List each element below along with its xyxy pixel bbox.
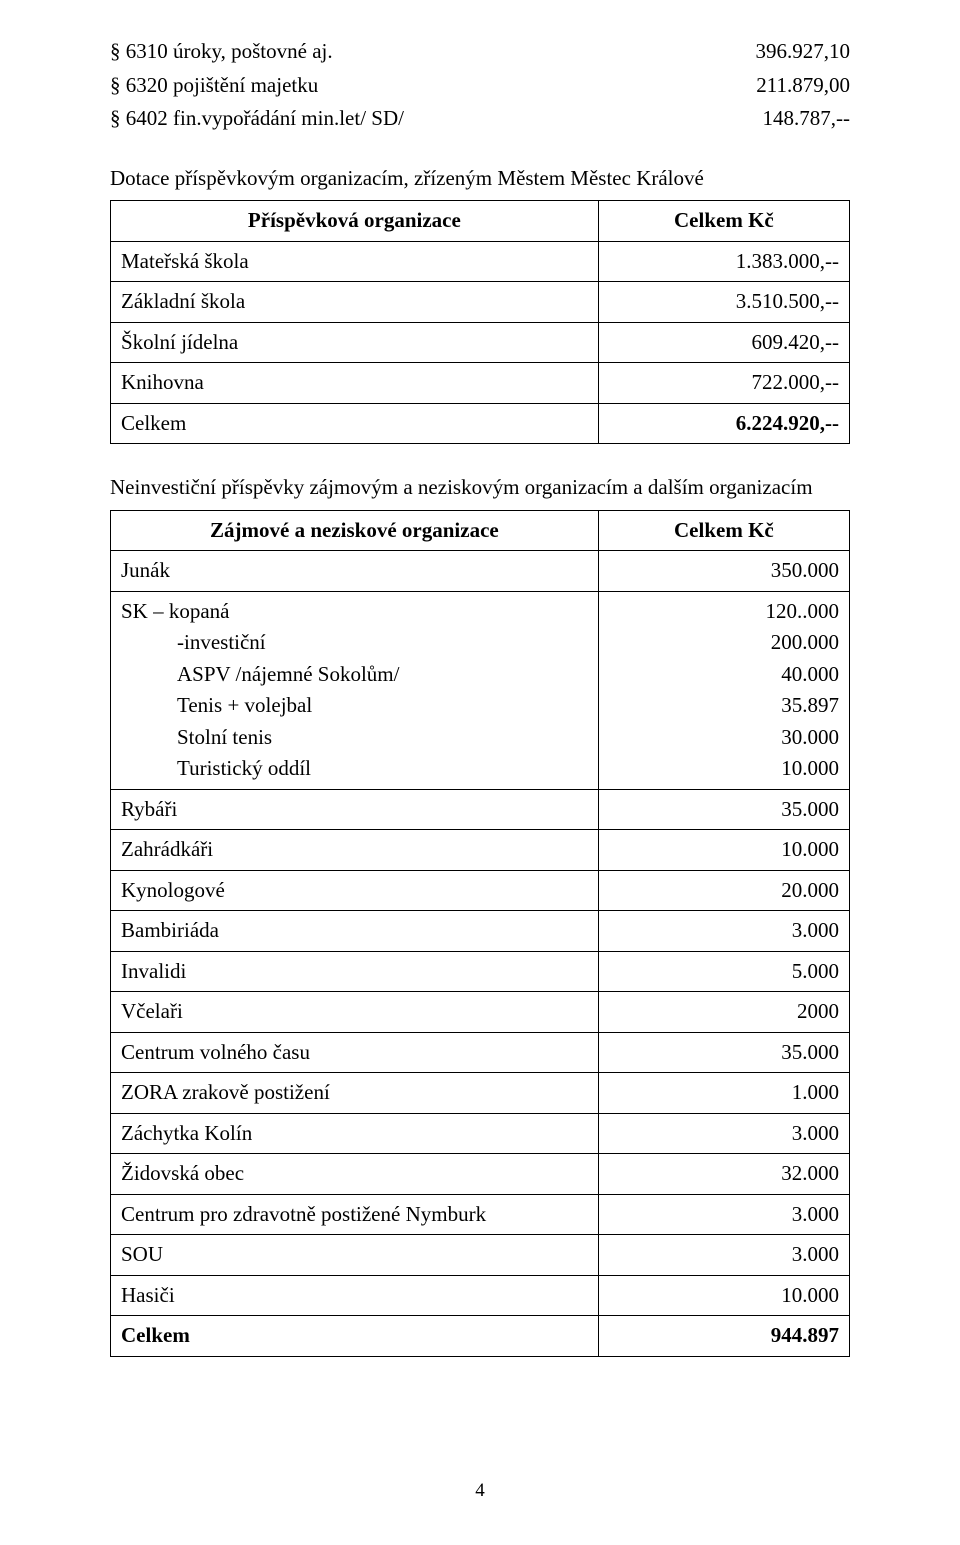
sub-label: -investiční: [177, 627, 588, 659]
cell-label: Včelaři: [111, 992, 599, 1033]
table-row: Kynologové 20.000: [111, 870, 850, 911]
table-row: SOU 3.000: [111, 1235, 850, 1276]
cell-label-multi: SK – kopaná -investiční ASPV /nájemné So…: [111, 591, 599, 789]
cell-value: 5.000: [598, 951, 849, 992]
cell-value: 609.420,--: [598, 322, 849, 363]
cell-value: 2000: [598, 992, 849, 1033]
cell-label: Židovská obec: [111, 1154, 599, 1195]
table-row: Knihovna 722.000,--: [111, 363, 850, 404]
ledger-row: § 6310 úroky, poštovné aj. 396.927,10: [110, 36, 850, 68]
multi-subitems: -investiční ASPV /nájemné Sokolům/ Tenis…: [121, 627, 588, 785]
ledger-value: 396.927,10: [690, 36, 850, 68]
table-row: Židovská obec 32.000: [111, 1154, 850, 1195]
col-header-total: Celkem Kč: [598, 201, 849, 242]
cell-value: 35.000: [598, 789, 849, 830]
cell-value: 10.000: [598, 1275, 849, 1316]
cell-label: Kynologové: [111, 870, 599, 911]
table-row: Zahrádkáři 10.000: [111, 830, 850, 871]
ledger-label: § 6310 úroky, poštovné aj.: [110, 36, 690, 68]
cell-value: 20.000: [598, 870, 849, 911]
ledger-value: 148.787,--: [690, 103, 850, 135]
table-row-total: Celkem 6.224.920,--: [111, 403, 850, 444]
sub-label: Turistický oddíl: [177, 753, 588, 785]
ledger-label: § 6402 fin.vypořádání min.let/ SD/: [110, 103, 690, 135]
cell-value: 35.000: [598, 1032, 849, 1073]
table-row: Centrum volného času 35.000: [111, 1032, 850, 1073]
page-number: 4: [110, 1477, 850, 1506]
table-header-row: Příspěvková organizace Celkem Kč: [111, 201, 850, 242]
cell-label: Rybáři: [111, 789, 599, 830]
table-row: Hasiči 10.000: [111, 1275, 850, 1316]
table-row: Záchytka Kolín 3.000: [111, 1113, 850, 1154]
cell-label: Zahrádkáři: [111, 830, 599, 871]
col-header-organization: Příspěvková organizace: [111, 201, 599, 242]
cell-label: Invalidi: [111, 951, 599, 992]
sub-value: 35.897: [609, 690, 839, 722]
multi-main-label: SK – kopaná: [121, 596, 588, 628]
cell-label: Bambiriáda: [111, 911, 599, 952]
table-row: Školní jídelna 609.420,--: [111, 322, 850, 363]
sub-value: 30.000: [609, 722, 839, 754]
ledger-value: 211.879,00: [690, 70, 850, 102]
table-row: Základní škola 3.510.500,--: [111, 282, 850, 323]
ledger-row: § 6402 fin.vypořádání min.let/ SD/ 148.7…: [110, 103, 850, 135]
table-row-multi: SK – kopaná -investiční ASPV /nájemné So…: [111, 591, 850, 789]
cell-label: Mateřská škola: [111, 241, 599, 282]
section1-heading: Dotace příspěvkovým organizacím, zřízený…: [110, 163, 850, 195]
cell-value: 722.000,--: [598, 363, 849, 404]
table-row: Centrum pro zdravotně postižené Nymburk …: [111, 1194, 850, 1235]
cell-value: 32.000: [598, 1154, 849, 1195]
cell-value-total: 944.897: [598, 1316, 849, 1357]
cell-value-multi: 120..000 200.000 40.000 35.897 30.000 10…: [598, 591, 849, 789]
cell-label: Centrum volného času: [111, 1032, 599, 1073]
sub-value: 10.000: [609, 753, 839, 785]
sub-label: ASPV /nájemné Sokolům/: [177, 659, 588, 691]
sub-label: Tenis + volejbal: [177, 690, 588, 722]
table-row: Bambiriáda 3.000: [111, 911, 850, 952]
cell-label: SOU: [111, 1235, 599, 1276]
sub-value: 40.000: [609, 659, 839, 691]
sub-label: Stolní tenis: [177, 722, 588, 754]
ledger-row: § 6320 pojištění majetku 211.879,00: [110, 70, 850, 102]
table-row: Junák 350.000: [111, 551, 850, 592]
cell-label: Centrum pro zdravotně postižené Nymburk: [111, 1194, 599, 1235]
col-header-organization: Zájmové a neziskové organizace: [111, 510, 599, 551]
section2-heading: Neinvestiční příspěvky zájmovým a nezisk…: [110, 472, 850, 504]
sub-value: 200.000: [609, 627, 839, 659]
section1-table: Příspěvková organizace Celkem Kč Mateřsk…: [110, 200, 850, 444]
multi-main-value: 120..000: [609, 596, 839, 628]
ledger-label: § 6320 pojištění majetku: [110, 70, 690, 102]
cell-label: Základní škola: [111, 282, 599, 323]
cell-label-total: Celkem: [111, 1316, 599, 1357]
col-header-total: Celkem Kč: [598, 510, 849, 551]
table-header-row: Zájmové a neziskové organizace Celkem Kč: [111, 510, 850, 551]
table-row: Mateřská škola 1.383.000,--: [111, 241, 850, 282]
cell-label: Celkem: [111, 403, 599, 444]
table-row: Rybáři 35.000: [111, 789, 850, 830]
ledger-block: § 6310 úroky, poštovné aj. 396.927,10 § …: [110, 36, 850, 135]
cell-label: ZORA zrakově postižení: [111, 1073, 599, 1114]
section2-table: Zájmové a neziskové organizace Celkem Kč…: [110, 510, 850, 1357]
cell-value: 3.000: [598, 911, 849, 952]
cell-label: Knihovna: [111, 363, 599, 404]
cell-label: Junák: [111, 551, 599, 592]
table-row-total: Celkem 944.897: [111, 1316, 850, 1357]
cell-value: 1.383.000,--: [598, 241, 849, 282]
table-row: Invalidi 5.000: [111, 951, 850, 992]
table-row: ZORA zrakově postižení 1.000: [111, 1073, 850, 1114]
cell-value: 3.000: [598, 1113, 849, 1154]
cell-value: 3.000: [598, 1235, 849, 1276]
cell-label: Školní jídelna: [111, 322, 599, 363]
cell-value: 3.000: [598, 1194, 849, 1235]
cell-label: Hasiči: [111, 1275, 599, 1316]
cell-value: 3.510.500,--: [598, 282, 849, 323]
cell-value: 1.000: [598, 1073, 849, 1114]
cell-value: 350.000: [598, 551, 849, 592]
cell-value: 10.000: [598, 830, 849, 871]
cell-label: Záchytka Kolín: [111, 1113, 599, 1154]
table-row: Včelaři 2000: [111, 992, 850, 1033]
cell-value-total: 6.224.920,--: [598, 403, 849, 444]
